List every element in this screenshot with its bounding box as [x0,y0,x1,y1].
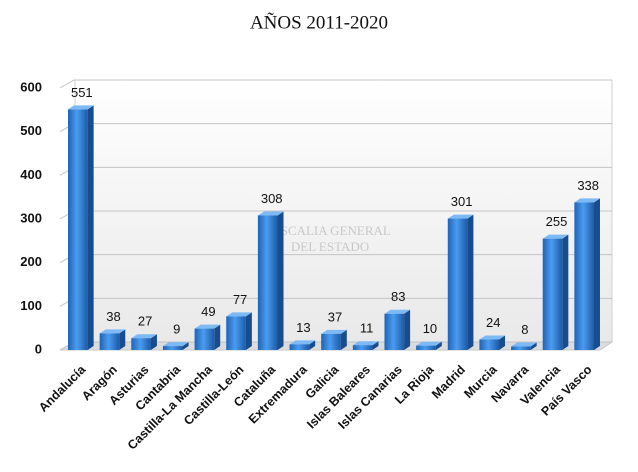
bar [99,333,120,350]
bar-top [99,329,126,334]
bar [416,345,436,350]
bar-side [404,309,411,350]
bar-side [119,329,126,350]
y-tick-label: 200 [20,254,42,269]
bar-top [542,234,569,239]
bar-side [87,105,94,350]
bar [68,109,88,350]
bar [289,344,310,350]
value-label: 49 [201,304,215,319]
bar [162,346,183,350]
bar [542,238,563,350]
value-label: 11 [360,321,374,336]
bar [479,339,500,350]
value-label: 77 [233,292,247,307]
bar-top [479,335,506,340]
bar-top [289,340,316,345]
bar [447,218,468,350]
value-label: 83 [391,289,405,304]
bar-top [574,198,600,203]
bar-side [593,198,600,350]
value-label: 308 [261,191,283,206]
bar-top [416,341,442,346]
bar-side [245,312,252,350]
bar [257,215,278,350]
bar-side [372,341,379,350]
value-label: 255 [546,214,568,229]
chart-title: AÑOS 2011-2020 [250,11,388,33]
bar-side [562,234,569,350]
bar-side [277,211,284,350]
bar-side [309,340,316,350]
watermark: DEL ESTADO [291,239,369,254]
bar [226,316,246,350]
bar-side [499,335,506,350]
bar-side [340,329,347,350]
bar-top [162,342,189,347]
bar-side [435,341,442,350]
y-tick-label: 0 [35,341,42,356]
value-label: 24 [486,315,500,330]
bar-top [68,105,94,110]
value-label: 551 [71,85,93,100]
bar-top [257,211,284,216]
grid-line [59,79,612,89]
value-label: 38 [106,309,120,324]
y-tick-label: 500 [20,123,42,138]
value-label: 37 [328,309,342,324]
bar [384,313,405,350]
bar-side [214,324,221,350]
bar-side [182,342,189,350]
y-tick-label: 400 [20,167,42,182]
value-label: 27 [138,314,152,329]
bar [352,345,373,350]
bar [511,346,531,350]
bar-top [131,334,157,339]
bar-top [384,309,411,314]
bar-side [467,214,474,350]
value-label: 10 [423,321,437,336]
y-tick-label: 100 [20,298,42,313]
bar [131,338,151,350]
bar [194,328,215,350]
value-label: 301 [451,194,473,209]
bar [574,202,594,350]
bar-top [226,312,252,317]
x-tick-label: Madrid [429,363,468,402]
x-tick-label: Andalucía [36,362,89,415]
bar-side [530,342,537,350]
bar-top [352,341,379,346]
bar-side [150,334,157,350]
bar-top [321,329,347,334]
bar [321,333,341,350]
value-label: 9 [173,322,180,337]
y-tick-label: 600 [20,79,42,94]
bar-top [194,324,221,329]
value-label: 13 [296,320,310,335]
value-label: 338 [577,178,599,193]
value-label: 8 [521,322,528,337]
bar-top [511,342,537,347]
watermark: FISCALIA GENERAL [269,223,391,238]
y-tick-label: 300 [20,210,42,225]
bar-top [447,214,474,219]
